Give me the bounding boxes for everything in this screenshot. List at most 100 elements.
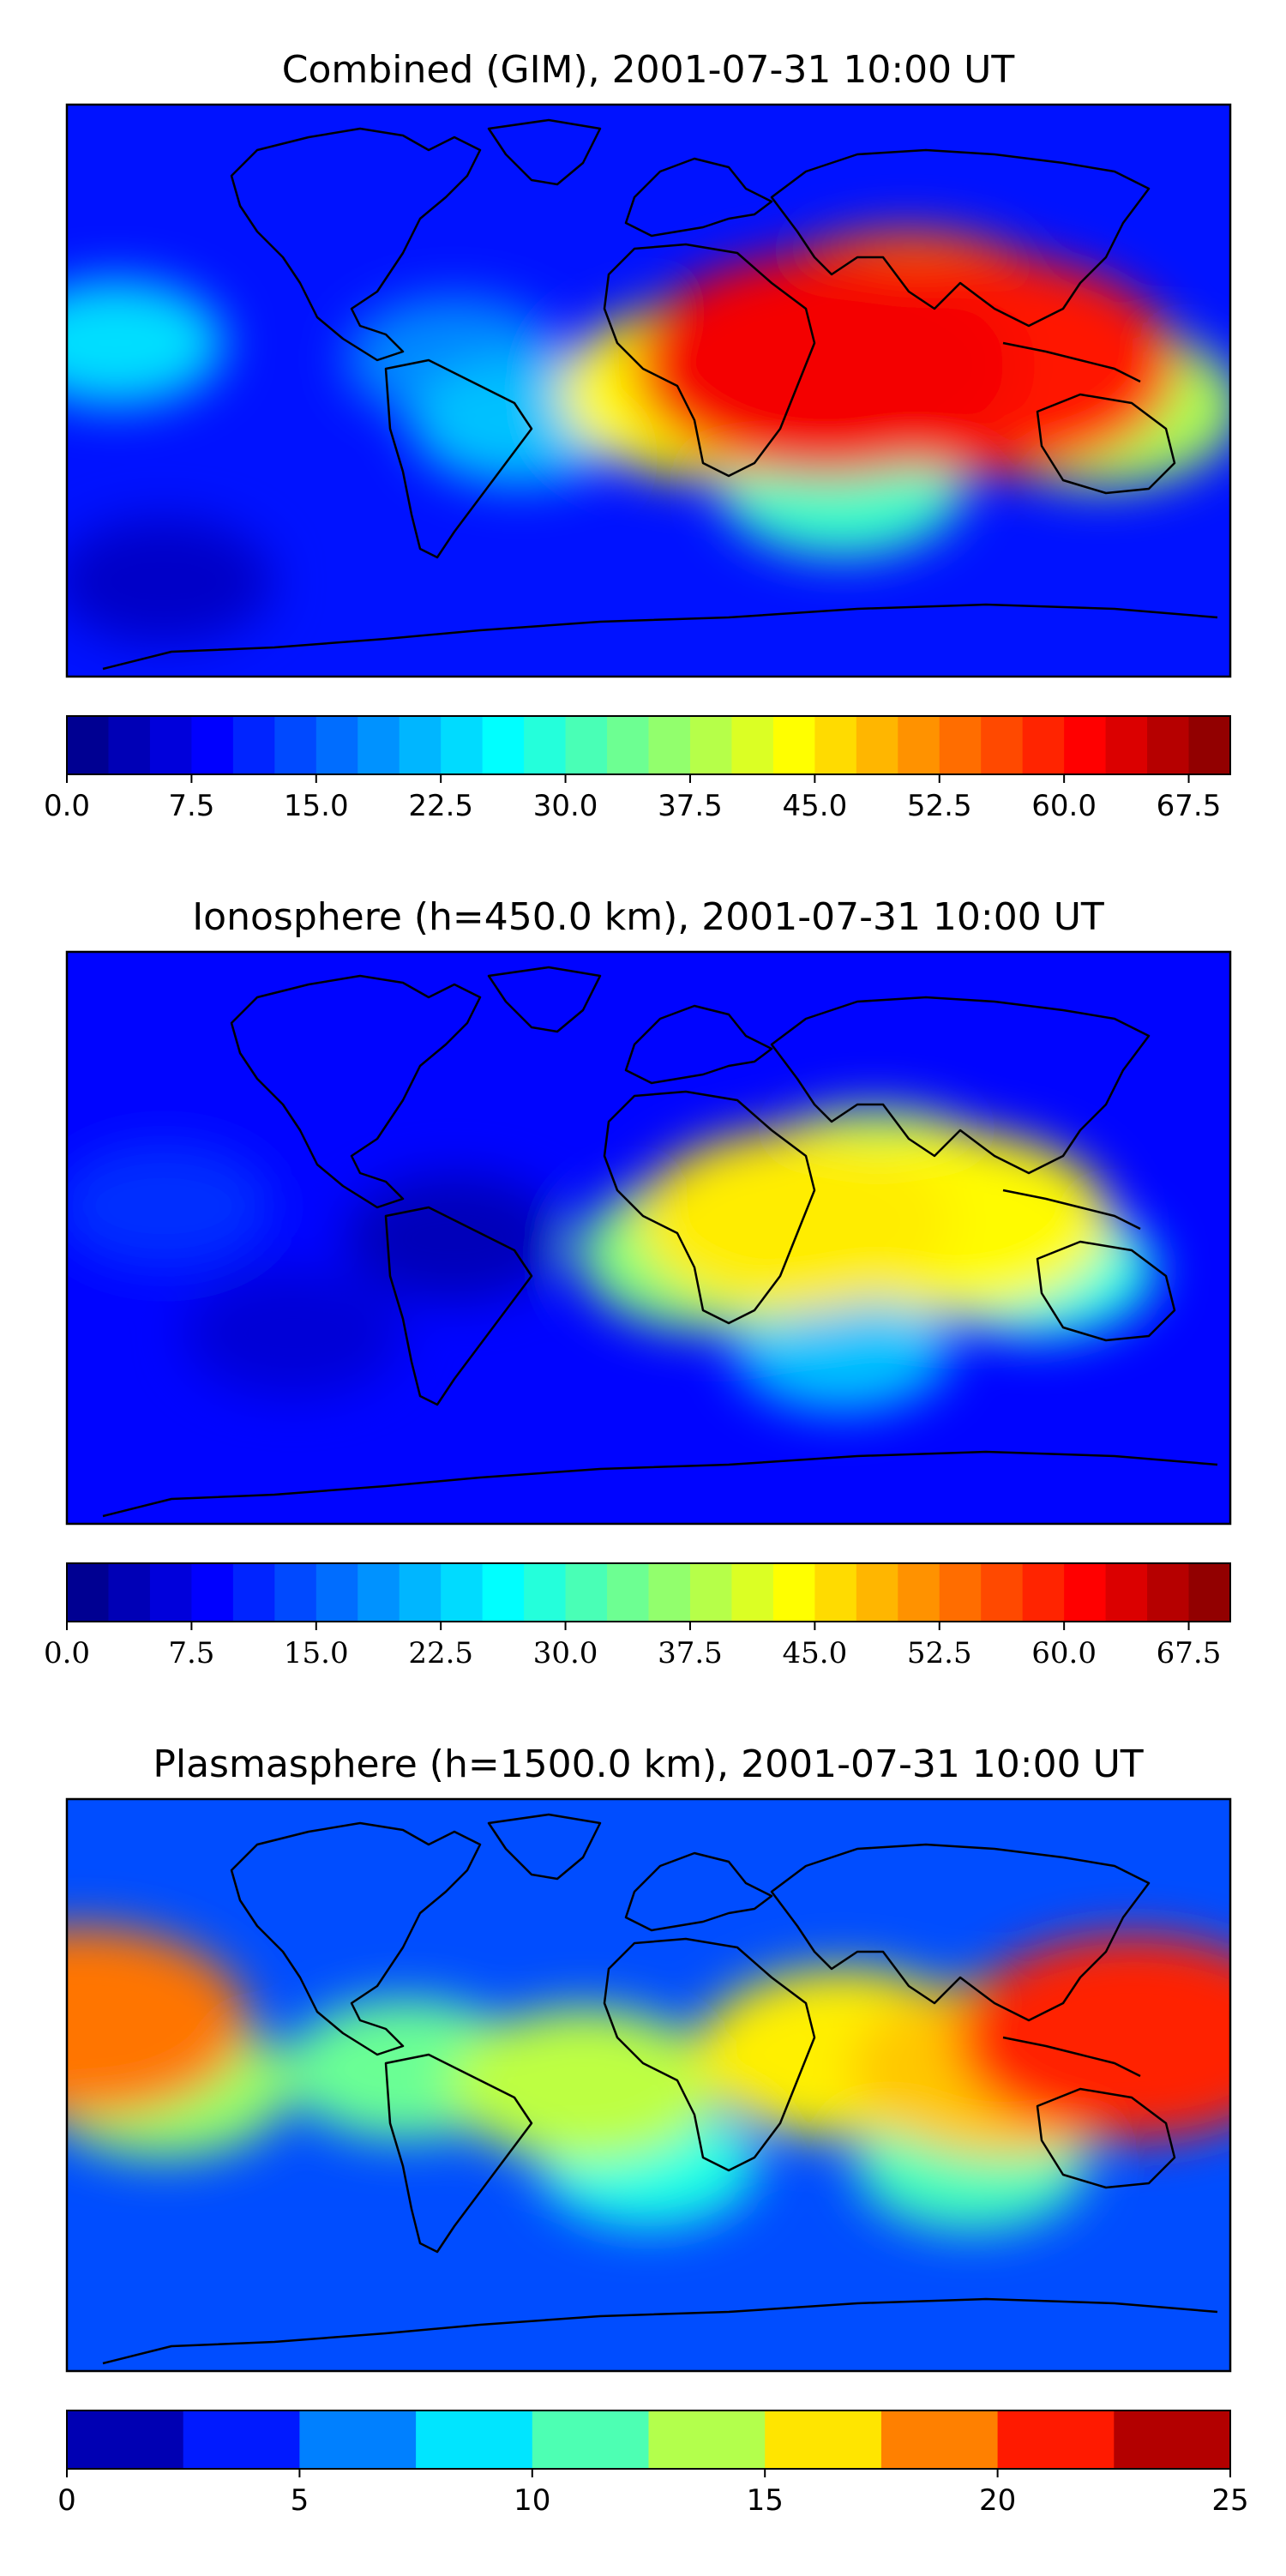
panel-2-map [65, 950, 1232, 1526]
colorbar-bin [814, 1563, 857, 1622]
colorbar-tick-label: 67.5 [1157, 789, 1222, 823]
field-feature [67, 1142, 273, 1269]
colorbar-frame [66, 1562, 1231, 1622]
colorbar-bin [1147, 716, 1190, 774]
colorbar-bin [765, 2410, 882, 2469]
colorbar-bin [814, 716, 857, 774]
panel-2-colorbar: 0.0 7.5 15.0 22.5 30.0 37.5 45.0 52.5 60.0 67.5 [44, 1562, 1231, 1670]
colorbar-bin [274, 716, 317, 774]
field-feature [67, 280, 225, 406]
colorbar-bin [607, 1563, 650, 1622]
colorbar-tick-label: 0.0 [44, 789, 90, 823]
colorbar-bin [648, 1563, 691, 1622]
colorbar-tick-label: 52.5 [907, 789, 972, 823]
colorbar-tick-label: 22.5 [408, 789, 473, 823]
field-feature [67, 1926, 249, 2117]
colorbar-tick-label: 7.5 [168, 1636, 214, 1670]
colorbar-tick-label: 0 [57, 2483, 76, 2518]
colorbar-tick-label: 45.0 [783, 1636, 848, 1670]
colorbar-bin [939, 716, 982, 774]
colorbar-bin [880, 2410, 999, 2469]
map-frame [65, 950, 1232, 1526]
colorbar-bin [358, 1563, 400, 1622]
colorbar-bin [67, 716, 110, 774]
colorbar-bin [67, 2410, 184, 2469]
colorbar-tick-label: 10 [514, 2483, 550, 2518]
colorbar-bin [149, 1563, 192, 1622]
colorbar-tick-label: 22.5 [408, 1636, 473, 1670]
colorbar-bin [1114, 2410, 1231, 2469]
field-feature [955, 1935, 1230, 2140]
colorbar-bin [648, 716, 691, 774]
colorbar-bin [856, 716, 898, 774]
map-frame [65, 103, 1232, 678]
colorbar-bin [772, 1563, 815, 1622]
colorbar-frame [66, 2410, 1231, 2470]
colorbar-bin [1188, 716, 1231, 774]
colorbar-bin [981, 1563, 1024, 1622]
panel-3-colorbar: 0 5 10 15 20 25 [57, 2410, 1249, 2518]
colorbar-bin [482, 716, 525, 774]
colorbar-tick-label: 30.0 [533, 1636, 598, 1670]
colorbar-tick-label: 37.5 [658, 1636, 723, 1670]
colorbar-bin [1022, 716, 1065, 774]
panel-3-title: Plasmasphere (h=1500.0 km), 2001-07-31 1… [153, 1742, 1143, 1786]
panel-1-map [65, 103, 1232, 678]
panel-1-colorbar: 0.0 7.5 15.0 22.5 30.0 37.5 45.0 52.5 60.0 67.5 [44, 715, 1231, 823]
colorbar-bin [399, 716, 442, 774]
field-feature [345, 1175, 564, 1301]
map-frame [65, 1797, 1232, 2373]
panel-2-title: Ionosphere (h=450.0 km), 2001-07-31 10:0… [192, 895, 1104, 939]
colorbar-bin [997, 2410, 1115, 2469]
colorbar-bin [315, 1563, 358, 1622]
colorbar-bin [149, 716, 192, 774]
colorbar-tick-label: 15.0 [284, 1636, 349, 1670]
colorbar-bin [981, 716, 1024, 774]
colorbar-bin [358, 716, 400, 774]
colorbar-tick-label: 37.5 [658, 789, 723, 823]
colorbar-bin [416, 2410, 533, 2469]
colorbar-bin [108, 716, 151, 774]
colorbar-bin [648, 2410, 766, 2469]
colorbar-bin [607, 716, 650, 774]
colorbar-bin [1064, 716, 1107, 774]
colorbar-bin [67, 1563, 110, 1622]
colorbar-bin [315, 716, 358, 774]
colorbar-bin [1188, 1563, 1231, 1622]
colorbar-bin [299, 2410, 417, 2469]
colorbar-tick-label: 60.0 [1031, 1636, 1097, 1670]
colorbar-frame [66, 715, 1231, 775]
colorbar-bin [689, 1563, 733, 1622]
colorbar-bin [898, 716, 940, 774]
panel-3-map [65, 1797, 1232, 2373]
colorbar-tick-label: 25 [1211, 2483, 1248, 2518]
field-feature [635, 1130, 952, 1314]
colorbar-bin [441, 1563, 484, 1622]
colorbar-bin [108, 1563, 151, 1622]
field-feature [67, 518, 273, 645]
panel-1-title: Combined (GIM), 2001-07-31 10:00 UT [282, 48, 1015, 92]
colorbar-bin [274, 1563, 317, 1622]
colorbar-bin [441, 716, 484, 774]
colorbar-bin [183, 2410, 300, 2469]
colorbar-bin [731, 716, 774, 774]
colorbar-tick-label: 15 [747, 2483, 784, 2518]
colorbar-tick-label: 67.5 [1157, 1636, 1222, 1670]
colorbar-bin [191, 1563, 234, 1622]
colorbar-bin [856, 1563, 898, 1622]
colorbar-bin [191, 716, 234, 774]
field-feature [183, 1270, 403, 1397]
colorbar-tick-label: 20 [979, 2483, 1016, 2518]
colorbar-tick-label: 45.0 [783, 789, 848, 823]
colorbar-tick-label: 5 [291, 2483, 309, 2518]
colorbar-bin [1105, 716, 1148, 774]
colorbar-bin [524, 716, 567, 774]
colorbar-tick-label: 60.0 [1031, 789, 1097, 823]
colorbar-bin [565, 1563, 608, 1622]
colorbar-tick-label: 52.5 [907, 1636, 972, 1670]
colorbar-bin [1147, 1563, 1190, 1622]
field-feature [449, 2007, 718, 2163]
colorbar-tick-label: 15.0 [284, 789, 349, 823]
colorbar-bin [772, 716, 815, 774]
